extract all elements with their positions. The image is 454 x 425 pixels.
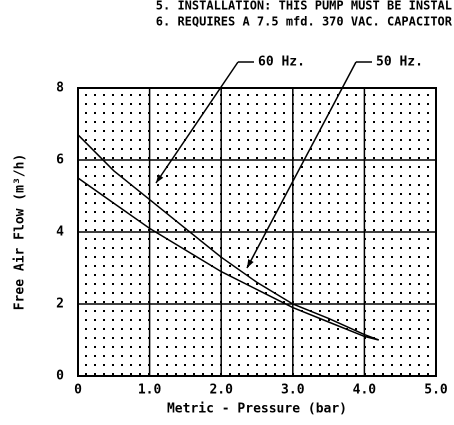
series-line <box>77 134 379 341</box>
leader-line <box>155 61 239 184</box>
x-tick-label: 2.0 <box>209 383 233 398</box>
leader-line <box>246 61 357 269</box>
arrow-head <box>156 174 164 183</box>
series-line <box>77 177 379 341</box>
x-axis-label: Metric - Pressure (bar) <box>167 402 347 417</box>
x-tick-label: 1.0 <box>138 383 162 398</box>
series-label: 60 Hz. <box>258 55 305 70</box>
y-tick-label: 0 <box>56 369 64 384</box>
plot-frame <box>77 87 437 377</box>
x-tick-label: 5.0 <box>424 383 448 398</box>
y-tick-label: 6 <box>56 153 64 168</box>
arrow-head <box>247 259 254 268</box>
x-tick-label: 0 <box>74 383 82 398</box>
y-tick-label: 8 <box>56 81 64 96</box>
x-tick-label: 3.0 <box>281 383 305 398</box>
y-tick-label: 2 <box>56 297 64 312</box>
note: 5. INSTALLATION: THIS PUMP MUST BE INSTA… <box>156 0 452 13</box>
note: 6. REQUIRES A 7.5 mfd. 370 VAC. CAPACITO… <box>156 15 453 29</box>
x-tick-label: 4.0 <box>353 383 377 398</box>
y-tick-label: 4 <box>56 225 64 240</box>
y-axis-label: Free Air Flow (m³/h) <box>13 154 28 311</box>
series-label: 50 Hz. <box>376 55 423 70</box>
